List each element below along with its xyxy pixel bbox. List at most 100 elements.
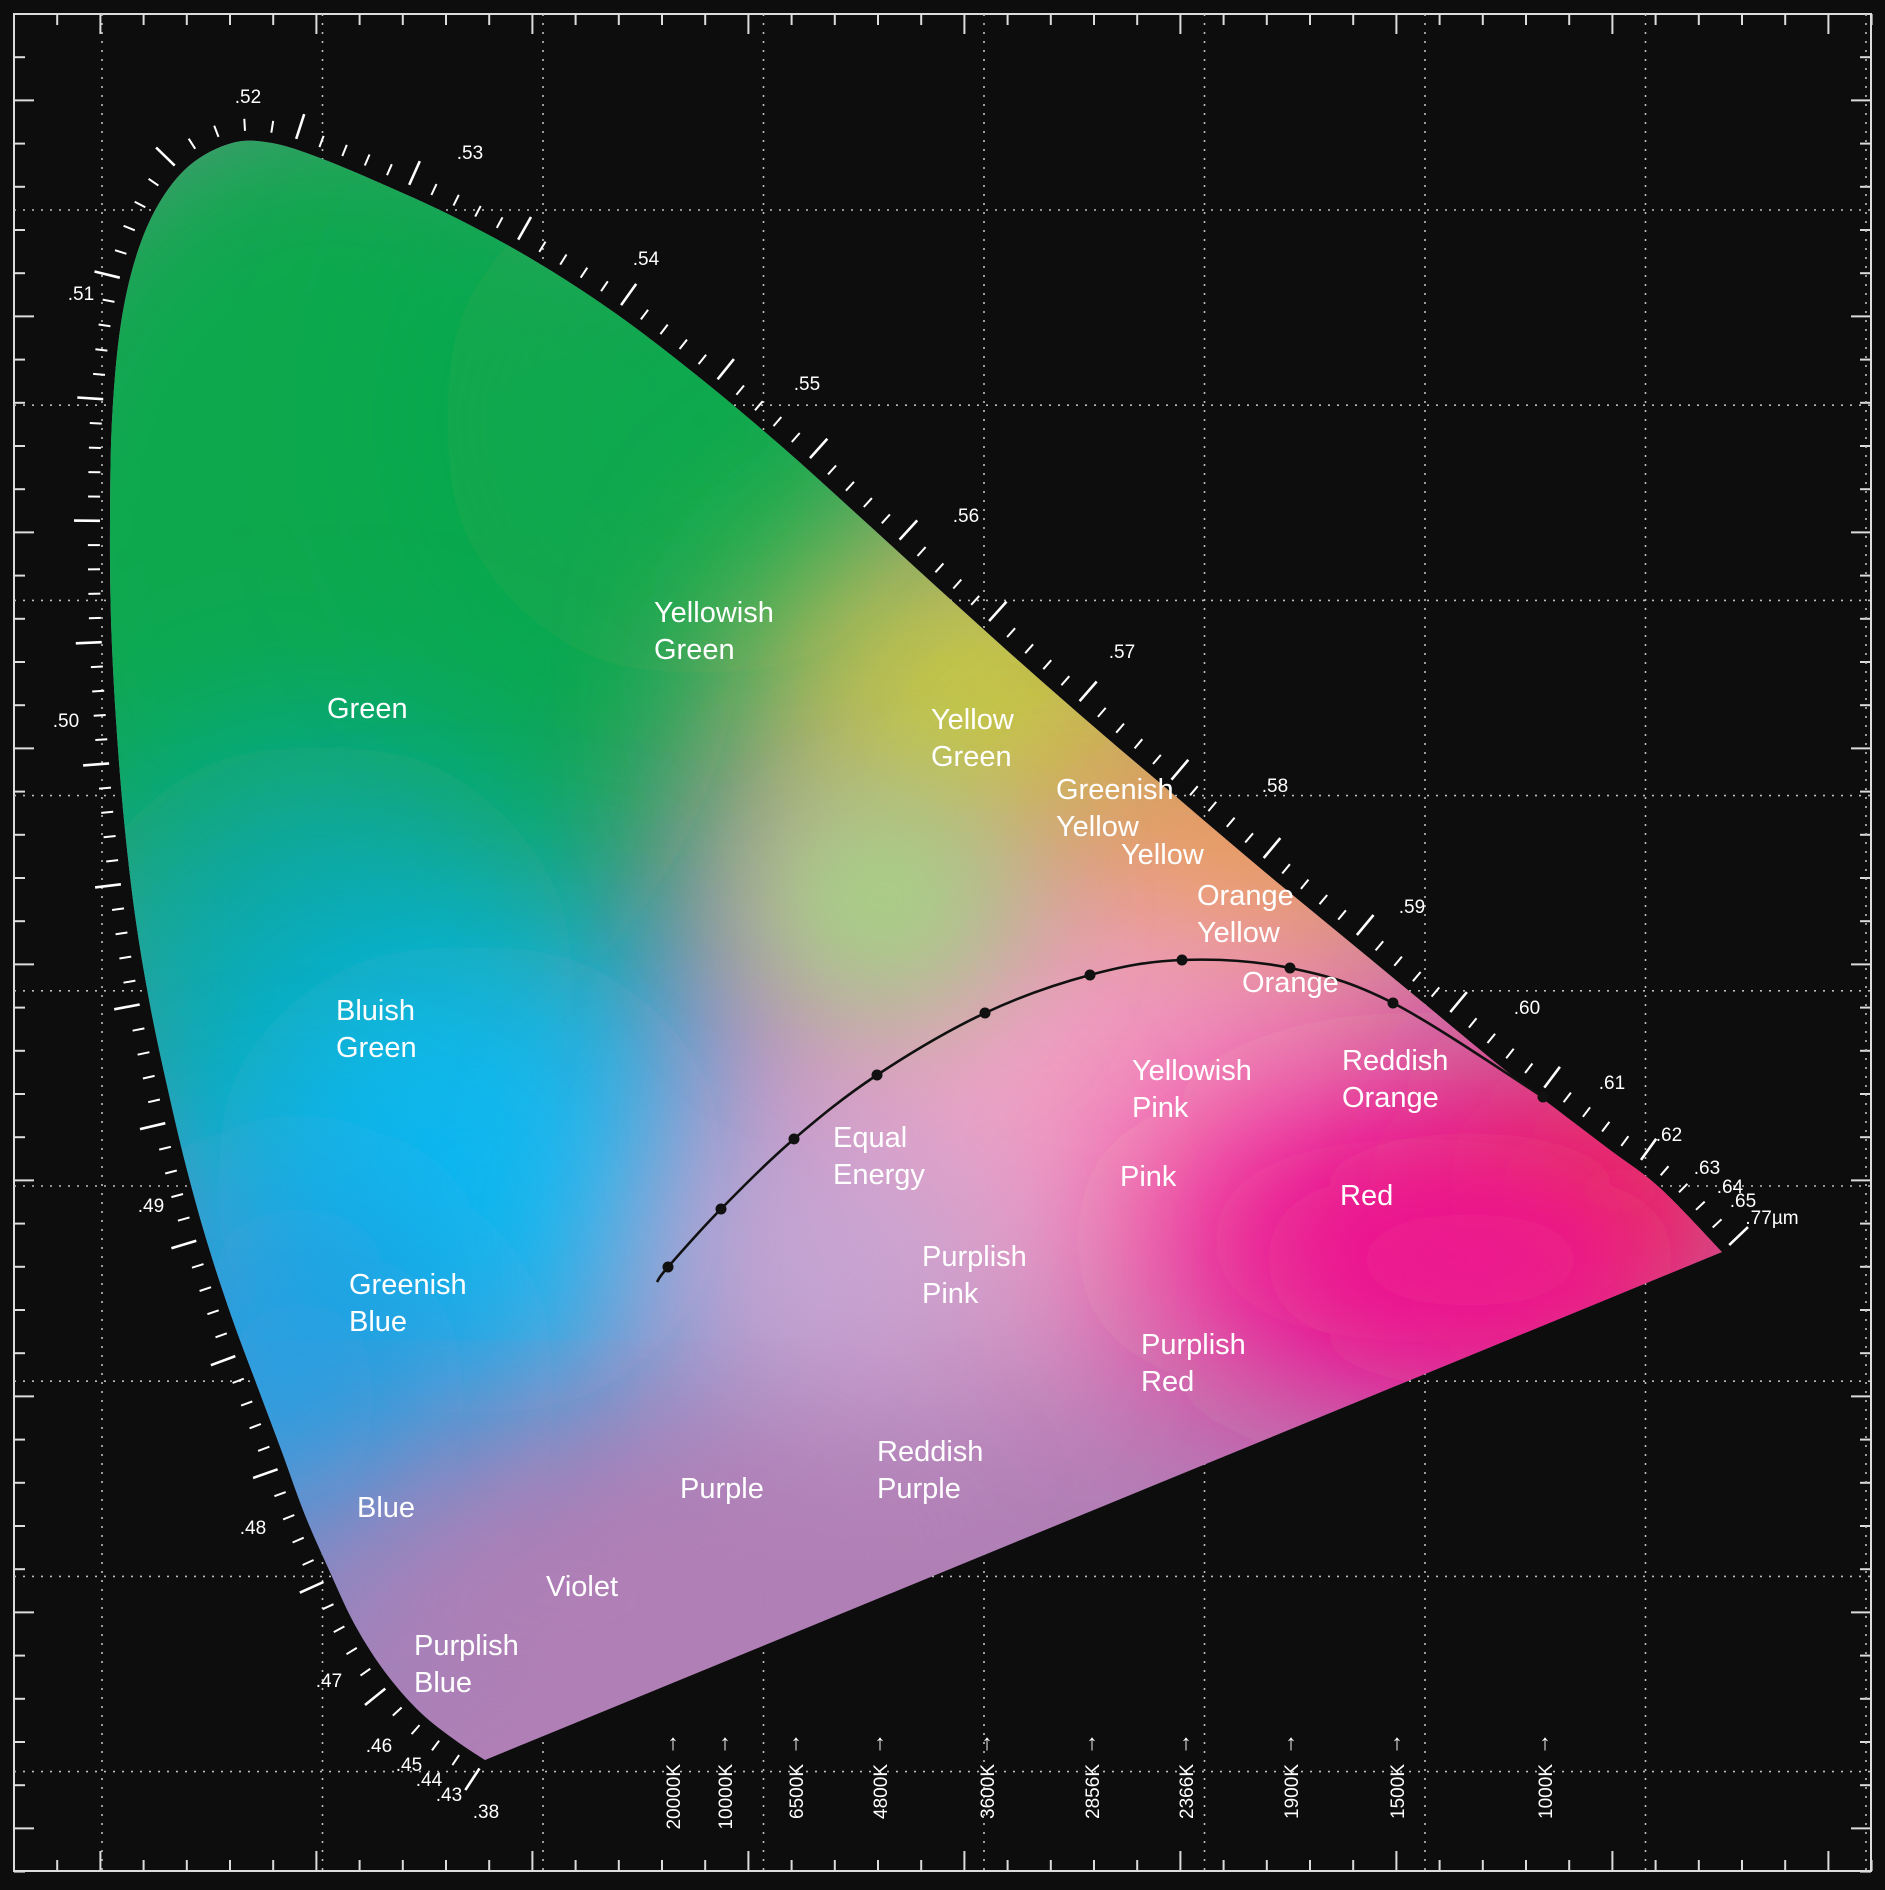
wavelength-tick — [138, 1052, 150, 1055]
wavelength-tick — [882, 514, 890, 523]
locus-point — [789, 1134, 800, 1145]
wavelength-tick — [171, 1241, 196, 1248]
region-label-pink: Pink — [1120, 1161, 1177, 1193]
wavelength-tick — [1080, 682, 1097, 702]
wavelength-tick — [77, 398, 103, 400]
wavelength-tick — [660, 325, 667, 335]
wavelength-tick — [135, 202, 146, 208]
wavelength-tick — [365, 1689, 385, 1705]
cct-arrow: ↑ — [791, 1730, 802, 1755]
wavelength-tick — [792, 433, 800, 442]
wavelength-tick — [475, 206, 481, 217]
wavelength-label: .59 — [1399, 897, 1425, 918]
wavelength-tick — [178, 1217, 190, 1220]
wavelength-tick — [149, 179, 159, 186]
wavelength-tick — [1661, 1166, 1669, 1175]
wavelength-tick — [1679, 1184, 1687, 1193]
cct-arrow: ↑ — [982, 1730, 993, 1755]
wavelength-tick — [112, 908, 124, 910]
wavelength-tick — [864, 498, 872, 507]
locus-point — [1085, 970, 1096, 981]
region-label-bluish-green: Green — [336, 1032, 417, 1064]
wavelength-tick — [207, 1310, 218, 1314]
region-label-yellowish-pink: Yellowish — [1132, 1055, 1252, 1087]
wavelength-tick — [1190, 786, 1198, 795]
wavelength-tick — [271, 121, 273, 133]
wavelength-tick — [90, 423, 102, 424]
wavelength-tick — [718, 359, 734, 379]
wavelength-label: .55 — [794, 374, 820, 395]
cct-label: 10000K — [716, 1764, 737, 1830]
wavelength-tick — [1602, 1122, 1609, 1132]
wavelength-tick — [1432, 987, 1440, 996]
wavelength-tick — [1172, 760, 1189, 780]
wavelength-tick — [140, 1123, 165, 1129]
wavelength-tick — [99, 325, 111, 327]
region-label-purple: Purple — [680, 1473, 764, 1505]
wavelength-tick — [143, 1076, 155, 1079]
cct-label: 2856K — [1083, 1764, 1104, 1819]
color-temperature-labels: ↑20000K↑10000K↑6500K↑4800K↑3600K↑2856K↑2… — [664, 1730, 1557, 1830]
wavelength-tick — [409, 161, 420, 185]
wavelength-tick — [1641, 1139, 1656, 1160]
region-label-reddish-purple: Purple — [877, 1473, 961, 1505]
region-label-yellow-green: Green — [931, 741, 1012, 773]
wavelength-tick — [465, 1768, 479, 1790]
wavelength-tick — [560, 255, 566, 265]
wavelength-label: .60 — [1514, 998, 1540, 1019]
wavelength-tick — [736, 386, 744, 395]
region-label-yellow: Yellow — [1121, 839, 1205, 871]
wavelength-tick — [497, 217, 503, 228]
wavelength-label: .50 — [53, 711, 79, 732]
wavelength-tick — [283, 1515, 294, 1519]
wavelength-label: .61 — [1599, 1073, 1625, 1094]
region-label-reddish-orange: Orange — [1342, 1082, 1439, 1114]
wavelength-tick — [1007, 628, 1015, 637]
wavelength-tick — [1282, 864, 1290, 873]
cct-label: 3600K — [978, 1764, 999, 1819]
wavelength-tick — [1544, 1067, 1560, 1088]
wavelength-label: .38 — [473, 1802, 499, 1823]
wavelength-label: .57 — [1109, 642, 1135, 663]
wavelength-tick — [133, 1028, 145, 1030]
wavelength-label: .47 — [316, 1671, 342, 1692]
wavelength-tick — [1098, 708, 1106, 717]
locus-point — [872, 1070, 883, 1081]
wavelength-label: .45 — [396, 1755, 422, 1776]
wavelength-tick — [216, 1333, 227, 1337]
wavelength-tick — [115, 250, 126, 254]
region-label-orange-yellow: Orange — [1197, 880, 1294, 912]
wavelength-tick — [258, 1447, 269, 1451]
wavelength-tick — [641, 310, 648, 320]
wavelength-tick — [1413, 972, 1421, 981]
region-label-purplish-red: Red — [1141, 1366, 1194, 1398]
cct-arrow: ↑ — [1540, 1730, 1551, 1755]
region-label-yellowish-green: Yellowish — [654, 597, 774, 629]
wavelength-tick — [95, 272, 120, 278]
wavelength-tick — [342, 145, 347, 156]
wavelength-tick — [680, 340, 687, 349]
wavelength-tick — [124, 226, 135, 231]
wavelength-tick — [92, 691, 104, 692]
wavelength-tick — [192, 1264, 204, 1268]
cct-arrow: ↑ — [1087, 1730, 1098, 1755]
wavelength-tick — [189, 139, 196, 149]
wavelength-tick — [699, 355, 707, 364]
region-label-purplish-pink: Purplish — [922, 1241, 1027, 1273]
wavelength-label: .62 — [1656, 1125, 1682, 1146]
wavelength-tick — [900, 520, 918, 539]
region-label-greenish-blue: Greenish — [349, 1269, 467, 1301]
wavelength-tick — [76, 642, 102, 643]
wavelength-tick — [93, 374, 105, 375]
wavelength-tick — [1357, 915, 1374, 935]
region-label-bluish-green: Bluish — [336, 995, 415, 1027]
wavelength-tick — [95, 884, 121, 887]
region-label-equal-energy: Equal — [833, 1122, 907, 1154]
wavelength-tick — [1525, 1064, 1532, 1074]
locus-point — [980, 1008, 991, 1019]
wavelength-tick — [1025, 644, 1033, 653]
wavelength-tick — [159, 1147, 171, 1150]
wavelength-tick — [323, 1604, 334, 1609]
wavelength-tick — [918, 547, 926, 556]
